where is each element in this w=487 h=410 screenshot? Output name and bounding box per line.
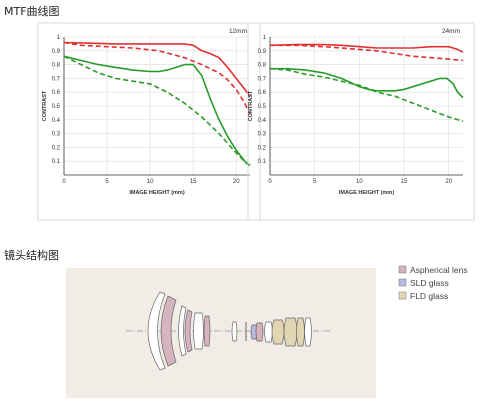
chart-frame	[37, 22, 261, 221]
lens-element-6	[203, 315, 211, 347]
lens-element-1	[147, 291, 166, 371]
y-tick-label: 0.2	[52, 145, 61, 151]
x-axis-label: IMAGE HEIGHT (mm)	[339, 190, 394, 196]
y-tick-label: 0.7	[52, 76, 61, 82]
y-tick-label: 0.6	[258, 90, 267, 96]
legend-swatch	[398, 291, 407, 300]
chart-frame	[247, 22, 475, 221]
x-tick-label: 15	[190, 179, 197, 185]
lens-section-title: 镜头结构图	[4, 249, 59, 262]
legend-label: SLD glass	[410, 278, 449, 288]
legend-swatch	[398, 265, 407, 274]
y-tick-label: 0.3	[258, 132, 267, 138]
y-axis-label: CONTRAST	[248, 90, 254, 121]
y-tick-label: 0.6	[52, 90, 61, 96]
lens-panel	[66, 268, 376, 398]
series-line-red-dashed	[270, 44, 464, 62]
y-axis-label: CONTRAST	[42, 90, 48, 121]
mtf-section-title: MTF曲线图	[4, 5, 60, 18]
lens-element-9	[255, 322, 264, 342]
y-tick-label: 0.8	[52, 63, 61, 69]
series-line-red-dashed	[63, 41, 251, 115]
lens-element-3	[178, 305, 187, 357]
y-tick-label: 1	[263, 35, 267, 41]
legend-swatch	[398, 278, 407, 287]
x-tick-label: 20	[445, 179, 452, 185]
lens-element-4-aspherical	[184, 309, 193, 353]
series-line-green-solid	[63, 55, 251, 166]
y-tick-label: 0.3	[52, 132, 61, 138]
y-tick-label: 0.5	[52, 104, 61, 110]
y-tick-label: 1	[57, 35, 61, 41]
lens-element-14	[304, 317, 312, 347]
lens-element-10	[264, 321, 273, 343]
x-tick-label: 5	[313, 179, 317, 185]
lens-element-12-fld	[283, 317, 298, 347]
y-tick-label: 0.9	[52, 49, 61, 55]
lens-element-7	[231, 321, 238, 342]
x-tick-label: 0	[268, 179, 272, 185]
x-tick-label: 0	[62, 179, 66, 185]
x-tick-label: 15	[401, 179, 408, 185]
legend-label: Aspherical lens	[410, 265, 468, 275]
x-tick-label: 10	[356, 179, 363, 185]
x-tick-label: 20	[233, 179, 240, 185]
lens-elements	[147, 291, 312, 371]
y-tick-label: 0.9	[258, 49, 267, 55]
chart-title: 24mm	[442, 28, 460, 35]
y-tick-label: 0.5	[258, 104, 267, 110]
y-tick-label: 0.1	[258, 159, 267, 165]
lens-element-2-aspherical	[160, 295, 177, 367]
x-axis-label: IMAGE HEIGHT (mm)	[129, 190, 184, 196]
y-tick-label: 0.7	[258, 76, 267, 82]
x-tick-label: 5	[105, 179, 109, 185]
y-tick-label: 0.4	[258, 118, 267, 124]
y-tick-label: 0.4	[52, 118, 61, 124]
x-tick-label: 10	[147, 179, 154, 185]
lens-element-11-fld	[271, 319, 285, 345]
series-line-green-solid	[270, 67, 464, 99]
mtf-chart-1: 0.10.20.30.40.50.60.70.80.910 5 10 15 2012mm…	[37, 22, 261, 221]
series-line-green-dashed	[269, 67, 464, 122]
lens-element-13	[296, 317, 305, 347]
y-tick-label: 0.2	[258, 145, 267, 151]
chart-title: 12mm	[229, 28, 247, 35]
y-tick-label: 0.1	[52, 159, 61, 165]
lens-element-5	[193, 312, 204, 350]
series-line-green-dashed	[63, 55, 251, 168]
y-tick-label: 0.8	[258, 63, 267, 69]
mtf-chart-2: 0.10.20.30.40.50.60.70.80.910 5 10 15 2024mm…	[247, 22, 475, 221]
legend-label: FLD glass	[410, 291, 448, 301]
series-line-red-solid	[269, 43, 464, 53]
series-line-red-solid	[63, 41, 251, 97]
